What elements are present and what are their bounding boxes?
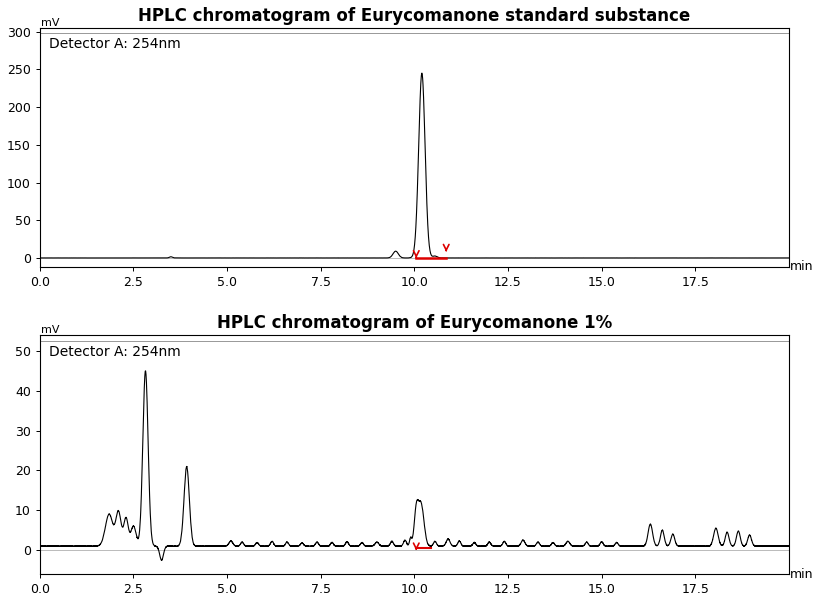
- Text: min: min: [789, 260, 812, 274]
- Text: mV: mV: [41, 18, 60, 28]
- Text: Detector A: 254nm: Detector A: 254nm: [49, 344, 180, 359]
- Title: HPLC chromatogram of Eurycomanone 1%: HPLC chromatogram of Eurycomanone 1%: [216, 314, 611, 332]
- Text: Detector A: 254nm: Detector A: 254nm: [49, 37, 180, 51]
- Text: min: min: [789, 567, 812, 581]
- Text: mV: mV: [41, 325, 60, 335]
- Title: HPLC chromatogram of Eurycomanone standard substance: HPLC chromatogram of Eurycomanone standa…: [138, 7, 690, 25]
